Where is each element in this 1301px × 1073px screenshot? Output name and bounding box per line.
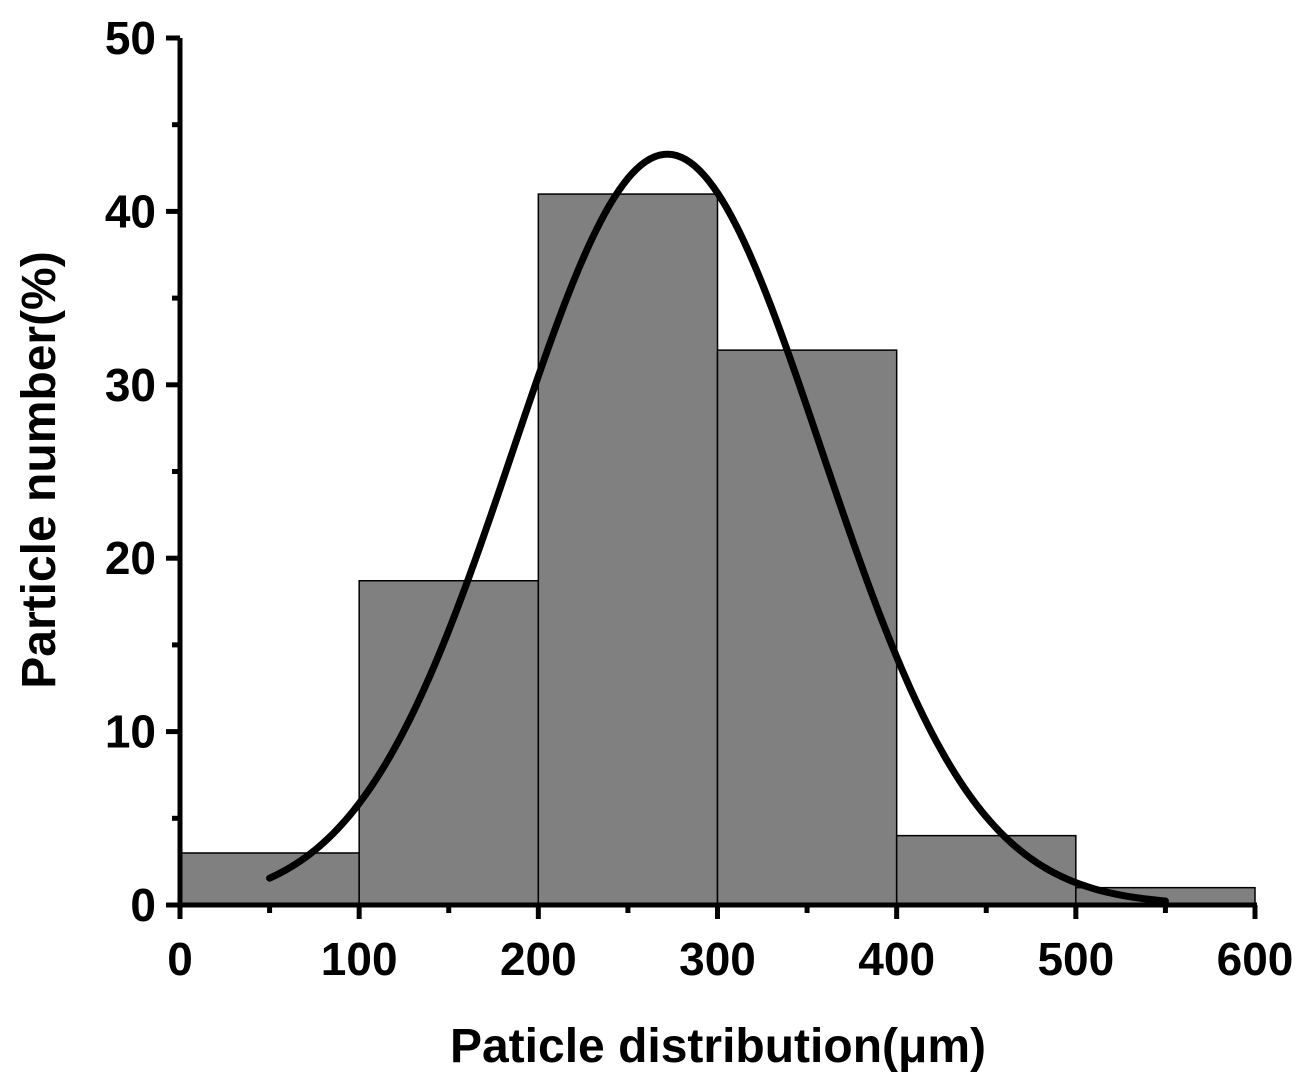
axis-ticks <box>166 35 1258 919</box>
y-tick-label: 20 <box>105 532 156 584</box>
y-axis-title: Particle number(%) <box>13 251 66 688</box>
histogram-bar-3 <box>537 193 719 906</box>
histogram-bar-4 <box>716 349 898 906</box>
x-axis-title: Paticle distribution(μm) <box>450 1020 986 1073</box>
x-tick-label: 300 <box>679 933 756 985</box>
x-tick-label: 200 <box>500 933 577 985</box>
histogram-bars <box>179 193 1256 906</box>
y-tick-label: 40 <box>105 185 156 237</box>
x-tick-label: 600 <box>1217 933 1294 985</box>
y-tick-label: 50 <box>105 12 156 64</box>
x-tick-label: 500 <box>1037 933 1114 985</box>
y-tick-label: 30 <box>105 359 156 411</box>
axis-tick-labels: 0 100 200 300 400 500 600 0 10 20 30 40 50 <box>105 12 1294 985</box>
y-tick-label: 0 <box>130 879 156 931</box>
x-tick-label: 0 <box>167 933 193 985</box>
fit-curve <box>266 150 1169 905</box>
x-tick-label: 100 <box>321 933 398 985</box>
y-tick-label: 10 <box>105 706 156 758</box>
x-tick-label: 400 <box>858 933 935 985</box>
